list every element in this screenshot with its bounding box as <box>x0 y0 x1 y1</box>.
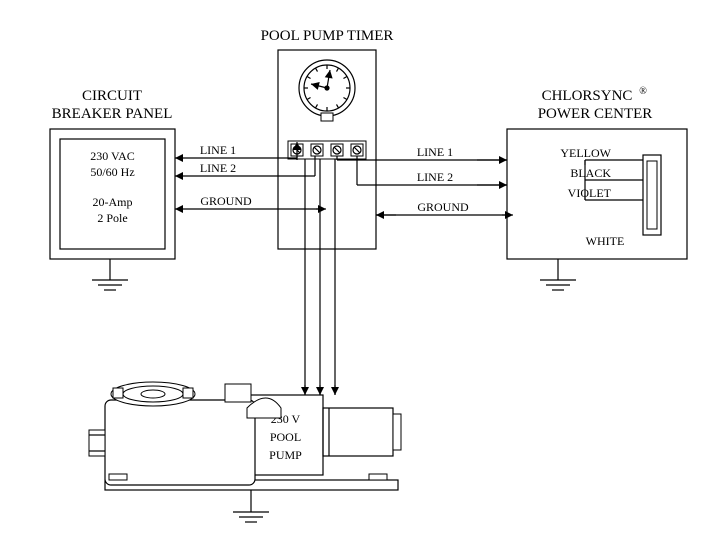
diagram-shape <box>647 161 657 229</box>
chlorsync-title-1: CHLORSYNC <box>542 88 633 104</box>
diagram-shape <box>301 387 309 395</box>
diagram-shape <box>369 474 387 480</box>
diagram-shape <box>325 70 333 79</box>
diagram-shape <box>183 388 193 398</box>
diagram-shape <box>316 387 324 395</box>
breaker-vac: 230 VAC <box>90 149 135 163</box>
diagram-shape <box>175 172 183 180</box>
chlorsync-white: WHITE <box>586 234 625 248</box>
diagram-shape <box>337 104 339 107</box>
diagram-shape <box>318 205 326 213</box>
chlorsync-violet: VIOLET <box>568 186 612 200</box>
breaker-title-2: BREAKER PANEL <box>52 106 173 122</box>
pump-pump: PUMP <box>269 448 302 462</box>
diagram-shape <box>89 430 105 456</box>
chlorsync-title-2: POWER CENTER <box>538 106 653 122</box>
chlorsync-yellow: YELLOW <box>560 146 611 160</box>
diagram-shape <box>323 408 393 456</box>
diagram-shape <box>311 82 320 90</box>
pump-pool: POOL <box>270 430 301 444</box>
breaker-hz: 50/60 Hz <box>90 165 134 179</box>
diagram-shape <box>337 68 339 71</box>
wire-c-gnd: GROUND <box>417 200 469 214</box>
diagram-shape <box>307 77 310 79</box>
breaker-pole: 2 Pole <box>97 211 127 225</box>
breaker-title-1: CIRCUIT <box>82 88 142 104</box>
diagram-shape <box>499 156 507 164</box>
diagram-shape <box>376 211 384 219</box>
timer-title: POOL PUMP TIMER <box>261 28 394 44</box>
diagram-shape <box>105 400 255 485</box>
diagram-shape <box>316 68 318 71</box>
wire-c-line2: LINE 2 <box>417 170 453 184</box>
diagram-shape <box>307 98 310 100</box>
wire-b-line2: LINE 2 <box>200 161 236 175</box>
diagram-shape <box>343 98 346 100</box>
diagram-shape <box>109 474 127 480</box>
chlorsync-black: BLACK <box>570 166 611 180</box>
wire-b-line1: LINE 1 <box>200 143 236 157</box>
diagram-shape <box>325 86 329 90</box>
diagram-shape <box>141 390 165 398</box>
diagram-shape <box>175 154 183 162</box>
diagram-shape <box>175 205 183 213</box>
diagram-shape <box>343 77 346 79</box>
diagram-shape <box>505 211 513 219</box>
breaker-amp: 20-Amp <box>93 195 133 209</box>
wire-c-line1: LINE 1 <box>417 145 453 159</box>
diagram-shape <box>321 113 333 121</box>
diagram-shape <box>499 181 507 189</box>
diagram-shape <box>225 384 251 402</box>
diagram-shape <box>113 388 123 398</box>
diagram-shape <box>316 104 318 107</box>
chlorsync-reg: ® <box>639 86 647 97</box>
diagram-shape <box>643 155 661 235</box>
diagram-shape <box>393 414 401 450</box>
diagram-shape <box>331 387 339 395</box>
wire-b-gnd: GROUND <box>200 194 252 208</box>
